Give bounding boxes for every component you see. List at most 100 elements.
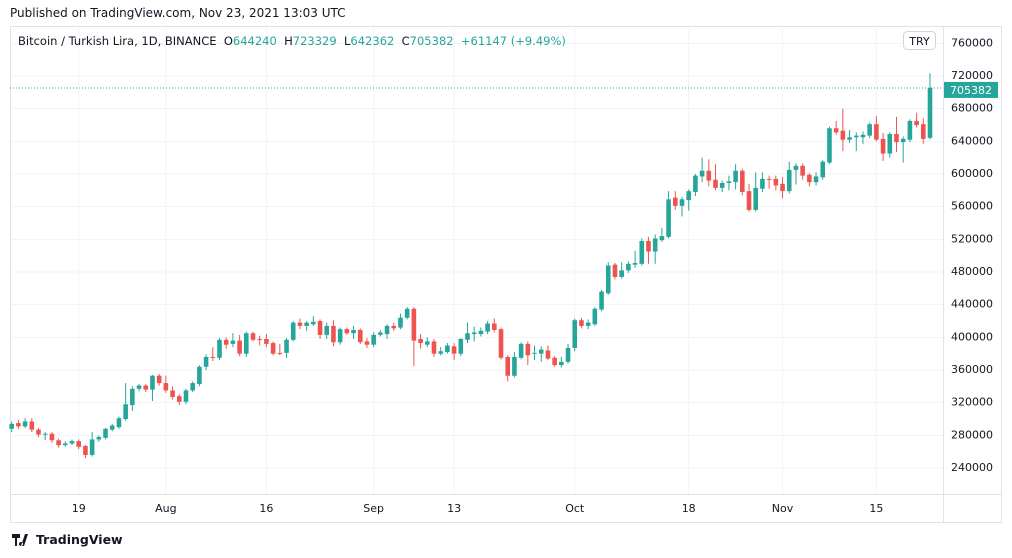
footer-logo[interactable]: TradingView	[12, 532, 123, 547]
candle	[244, 331, 249, 357]
candle-body	[364, 341, 370, 345]
candle	[920, 118, 926, 144]
candle	[585, 319, 591, 330]
candle-body	[740, 170, 745, 192]
candle-body	[927, 87, 933, 138]
candle	[686, 189, 691, 211]
candle	[290, 321, 296, 342]
currency-label: TRY	[908, 35, 930, 48]
candle	[317, 319, 323, 339]
candle	[418, 334, 423, 349]
candle-body	[116, 418, 122, 428]
candle-body	[445, 345, 450, 353]
candle-body	[371, 334, 376, 345]
candle-body	[76, 441, 82, 447]
candle	[498, 327, 504, 360]
candle-body	[311, 321, 316, 325]
candle-body	[109, 425, 115, 430]
candle-body	[626, 263, 631, 271]
candle-body	[304, 322, 309, 326]
candle	[324, 322, 330, 339]
candle-body	[217, 339, 222, 358]
candles	[9, 73, 933, 459]
candle-body	[351, 329, 356, 334]
candle-body	[244, 333, 249, 354]
time-tick-label: 15	[869, 502, 883, 515]
candle	[532, 345, 537, 361]
price-tick-label: 600000	[951, 167, 993, 180]
change-value: +61147 (+9.49%)	[460, 34, 566, 48]
candle-body	[786, 169, 792, 192]
candle	[927, 73, 933, 140]
candle	[364, 338, 370, 348]
candle-body	[686, 191, 691, 201]
candle-body	[860, 134, 866, 138]
price-tick-label: 320000	[951, 396, 993, 409]
currency-badge[interactable]: TRY	[903, 31, 936, 50]
candle-body	[867, 124, 872, 136]
candle-body	[833, 128, 839, 133]
candle-body	[900, 138, 906, 143]
grid	[10, 27, 943, 494]
candle-body	[257, 338, 263, 340]
candle	[284, 338, 289, 358]
candle	[706, 159, 712, 187]
candle-body	[853, 135, 859, 138]
candle-body	[418, 338, 423, 344]
candle	[49, 432, 55, 443]
candle	[538, 346, 544, 362]
candle	[22, 418, 28, 428]
price-tick-label: 720000	[951, 69, 993, 82]
close-label: C	[401, 34, 410, 48]
candle	[337, 327, 343, 345]
time-tick-label: 19	[72, 502, 86, 515]
candle	[89, 432, 95, 457]
candle	[123, 383, 128, 421]
candle-body	[56, 440, 61, 446]
time-tick-label: Aug	[155, 502, 176, 515]
candle-body	[492, 323, 497, 330]
candle-body	[458, 338, 464, 354]
candle	[438, 347, 443, 356]
last-price-tag: 705382	[944, 81, 998, 98]
candle	[150, 374, 155, 402]
candle	[69, 439, 75, 446]
candle	[840, 108, 846, 152]
price-tick-label: 520000	[951, 232, 993, 245]
candle-body	[223, 339, 229, 345]
candle	[391, 322, 397, 331]
candle-body	[190, 383, 195, 391]
candle-body	[270, 343, 276, 354]
candle-body	[605, 265, 611, 294]
candle-body	[424, 341, 430, 345]
candle-body	[150, 375, 155, 390]
legend: Bitcoin / Turkish Lira, 1D, BINANCE O644…	[18, 34, 566, 48]
candle	[847, 129, 852, 143]
open-value: 644240	[232, 34, 277, 48]
candle-body	[585, 322, 591, 326]
candle-body	[237, 340, 242, 354]
candle-body	[693, 175, 698, 192]
candle	[780, 177, 785, 199]
candle	[800, 163, 805, 180]
candle-body	[766, 178, 772, 180]
candle	[914, 112, 919, 128]
candle-body	[807, 174, 812, 183]
price-tick-label: 560000	[951, 200, 993, 213]
candle-body	[197, 366, 202, 384]
candle	[197, 365, 202, 387]
candle	[445, 343, 450, 354]
candle	[672, 191, 678, 210]
last-price-label: 705382	[950, 84, 992, 97]
candle	[860, 131, 866, 144]
price-tick-label: 360000	[951, 363, 993, 376]
candle-body	[96, 436, 102, 440]
candle	[907, 119, 913, 143]
candle	[378, 329, 383, 337]
candle-body	[773, 178, 779, 186]
candle	[311, 316, 316, 326]
symbol-title: Bitcoin / Turkish Lira, 1D, BINANCE	[18, 34, 217, 48]
chart-frame	[10, 26, 1002, 523]
candle	[230, 333, 236, 348]
